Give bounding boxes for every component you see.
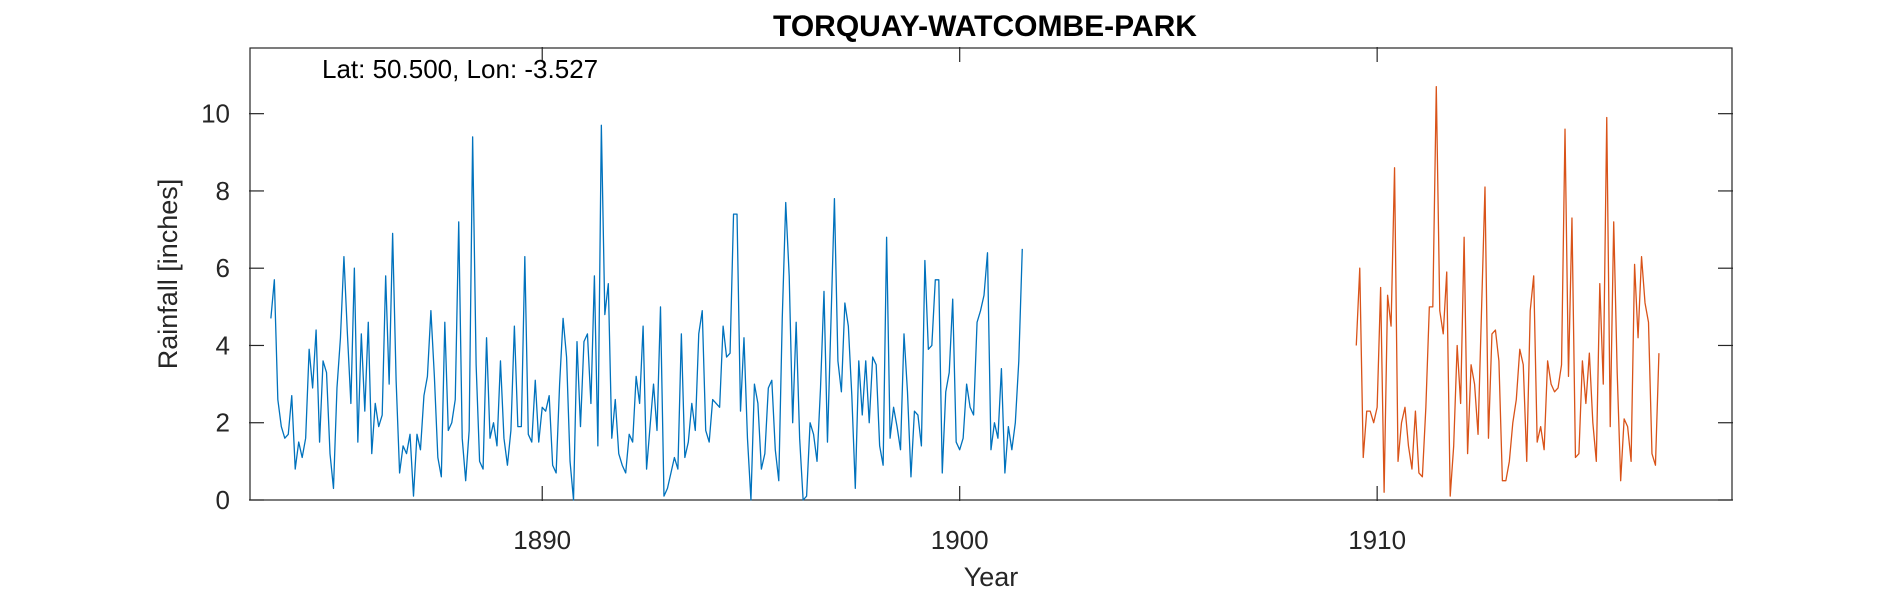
x-axis-label: Year — [964, 562, 1019, 591]
x-tick-label: 1900 — [931, 525, 989, 555]
y-tick-label: 10 — [201, 99, 230, 129]
y-tick-label: 0 — [216, 485, 230, 515]
x-tick-label: 1910 — [1348, 525, 1406, 555]
chart-title: TORQUAY-WATCOMBE-PARK — [773, 10, 1197, 43]
y-tick-label: 6 — [216, 253, 230, 283]
y-tick-label: 4 — [216, 330, 230, 360]
y-tick-label: 2 — [216, 408, 230, 438]
x-tick-label: 1890 — [513, 525, 571, 555]
plot-area: 0 2 4 6 8 10 1890 1900 1910 — [201, 47, 1733, 555]
y-tick-label: 8 — [216, 176, 230, 206]
y-axis-label: Rainfall [inches] — [153, 179, 183, 370]
series-line-1 — [270, 124, 1023, 501]
tick-layer: 0 2 4 6 8 10 1890 1900 1910 — [201, 47, 1733, 555]
series-layer — [270, 85, 1660, 501]
location-annotation: Lat: 50.500, Lon: -3.527 — [322, 54, 598, 84]
series-line-2 — [1355, 85, 1660, 497]
